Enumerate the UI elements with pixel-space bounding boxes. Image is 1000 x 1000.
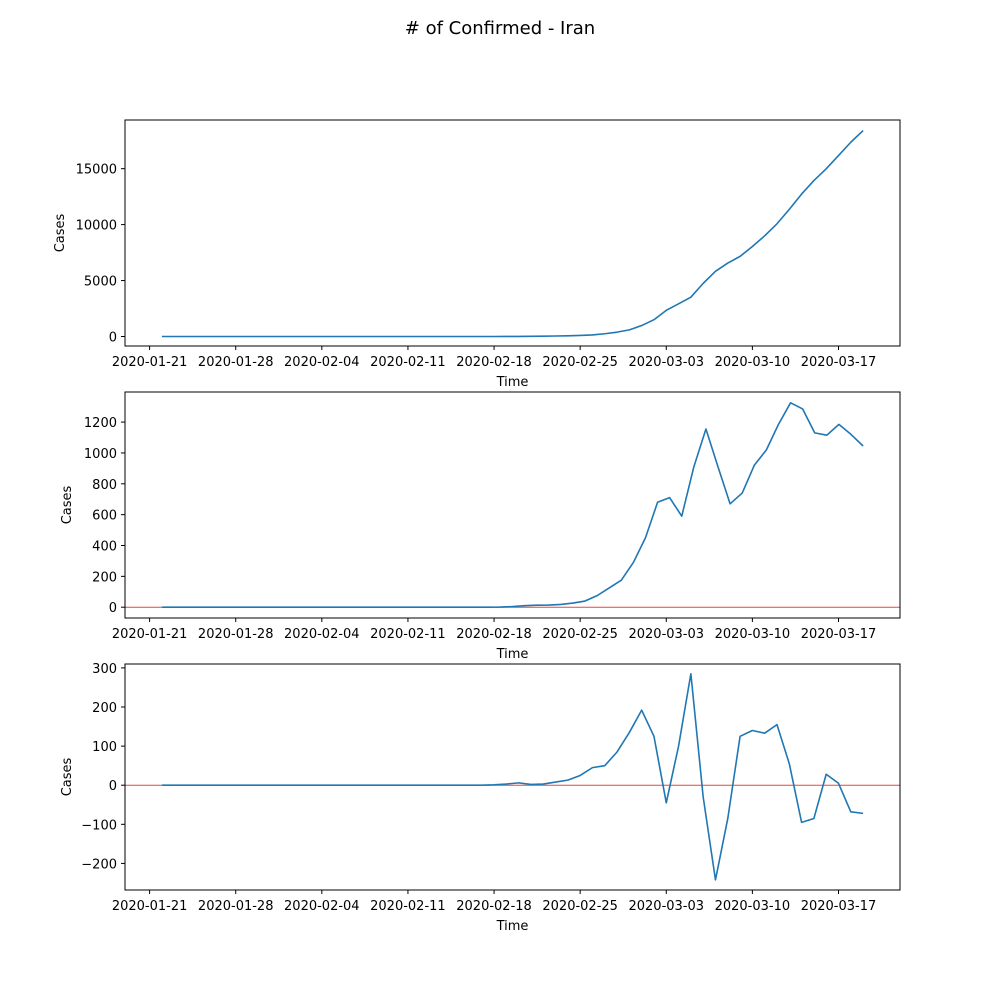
y-tick-label: 200 <box>92 570 117 585</box>
axes-frame <box>124 663 901 891</box>
x-tick-label: 2020-03-03 <box>628 355 704 370</box>
y-tick-label: 400 <box>92 539 117 554</box>
x-tick-label: 2020-01-21 <box>112 899 188 914</box>
x-tick-label: 2020-02-04 <box>284 627 360 642</box>
x-tick-label: 2020-03-10 <box>715 355 791 370</box>
axes-frame <box>124 119 901 347</box>
y-tick-label: 1000 <box>84 447 117 462</box>
x-tick-label: 2020-03-17 <box>801 355 877 370</box>
x-tick-label: 2020-01-28 <box>198 355 274 370</box>
x-tick-label: 2020-02-11 <box>370 899 446 914</box>
x-tick-label: 2020-02-25 <box>542 627 618 642</box>
x-tick-label: 2020-03-17 <box>801 899 877 914</box>
y-axis-label: Cases <box>60 485 75 524</box>
x-tick-label: 2020-02-18 <box>456 355 532 370</box>
x-tick-label: 2020-03-03 <box>628 899 704 914</box>
figure-title: # of Confirmed - Iran <box>405 18 595 39</box>
x-tick-label: 2020-01-21 <box>112 355 188 370</box>
x-tick-label: 2020-03-03 <box>628 627 704 642</box>
x-tick-label: 2020-02-11 <box>370 627 446 642</box>
y-tick-label: 800 <box>92 478 117 493</box>
y-tick-label: 5000 <box>84 275 117 290</box>
y-tick-label: 100 <box>92 740 117 755</box>
chart-panel-1: 2020-01-21 2020-01-28 2020-02-04 2020-02-11… <box>53 119 901 390</box>
y-tick-label: 15000 <box>76 163 117 178</box>
y-tick-label: 10000 <box>76 219 117 234</box>
x-tick-label: 2020-01-21 <box>112 627 188 642</box>
x-tick-label: 2020-02-18 <box>456 899 532 914</box>
x-tick-label: 2020-03-17 <box>801 627 877 642</box>
y-axis-label: Cases <box>60 757 75 796</box>
y-tick-label: 200 <box>92 701 117 716</box>
y-tick-label: 1200 <box>84 416 117 431</box>
x-tick-label: 2020-02-25 <box>542 899 618 914</box>
series-line <box>161 402 864 608</box>
y-tick-label: 0 <box>109 779 117 794</box>
y-tick-label: 0 <box>109 330 117 345</box>
series-line <box>161 672 864 881</box>
x-tick-label: 2020-02-04 <box>284 899 360 914</box>
chart-panels: 2020-01-21 2020-01-28 2020-02-04 2020-02-11… <box>53 119 901 934</box>
x-tick-label: 2020-01-28 <box>198 627 274 642</box>
x-axis-label: Time <box>496 375 529 390</box>
axes-frame <box>124 391 901 619</box>
x-tick-label: 2020-01-28 <box>198 899 274 914</box>
x-tick-label: 2020-03-10 <box>715 899 791 914</box>
x-tick-label: 2020-02-18 <box>456 627 532 642</box>
y-tick-label: 600 <box>92 509 117 524</box>
series-line <box>161 129 864 338</box>
y-tick-label: 300 <box>92 662 117 677</box>
x-tick-label: 2020-02-11 <box>370 355 446 370</box>
y-tick-label: −100 <box>81 818 117 833</box>
y-tick-label: 0 <box>109 601 117 616</box>
y-tick-label: −200 <box>81 857 117 872</box>
x-axis-label: Time <box>496 919 529 934</box>
x-tick-label: 2020-02-25 <box>542 355 618 370</box>
y-axis-label: Cases <box>53 213 68 252</box>
chart-panel-3: 2020-01-21 2020-01-28 2020-02-04 2020-02-11… <box>60 662 901 934</box>
chart-panel-2: 2020-01-21 2020-01-28 2020-02-04 2020-02-11… <box>60 391 901 662</box>
x-tick-label: 2020-03-10 <box>715 627 791 642</box>
x-axis-label: Time <box>496 647 529 662</box>
x-tick-label: 2020-02-04 <box>284 355 360 370</box>
